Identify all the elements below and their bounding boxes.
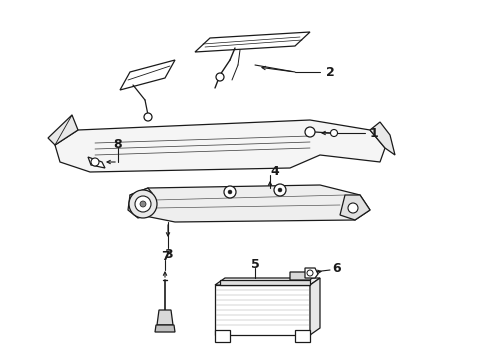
- Polygon shape: [48, 115, 78, 145]
- Circle shape: [144, 113, 152, 121]
- Polygon shape: [120, 60, 175, 90]
- Polygon shape: [55, 120, 385, 172]
- Text: 5: 5: [250, 257, 259, 270]
- Polygon shape: [310, 278, 320, 335]
- Circle shape: [91, 158, 99, 166]
- Text: 8: 8: [114, 138, 122, 150]
- Polygon shape: [128, 188, 155, 218]
- Polygon shape: [340, 195, 370, 220]
- Polygon shape: [295, 330, 310, 342]
- Circle shape: [224, 186, 236, 198]
- Polygon shape: [215, 285, 310, 335]
- Circle shape: [330, 130, 338, 136]
- Polygon shape: [157, 310, 173, 325]
- Circle shape: [278, 188, 282, 192]
- Polygon shape: [195, 32, 310, 52]
- Circle shape: [228, 190, 232, 194]
- Polygon shape: [305, 268, 318, 278]
- Polygon shape: [130, 185, 370, 222]
- Circle shape: [305, 127, 315, 137]
- Polygon shape: [290, 272, 312, 280]
- Text: 2: 2: [326, 66, 334, 78]
- Polygon shape: [370, 122, 395, 155]
- Polygon shape: [215, 278, 320, 285]
- Circle shape: [348, 203, 358, 213]
- Text: 7: 7: [161, 249, 170, 262]
- Text: 4: 4: [270, 165, 279, 177]
- Polygon shape: [215, 330, 230, 342]
- Circle shape: [140, 201, 146, 207]
- Polygon shape: [220, 280, 310, 285]
- Circle shape: [274, 184, 286, 196]
- Text: 3: 3: [164, 248, 172, 261]
- Circle shape: [129, 190, 157, 218]
- Polygon shape: [155, 325, 175, 332]
- Text: 6: 6: [333, 262, 342, 275]
- Circle shape: [216, 73, 224, 81]
- Circle shape: [135, 196, 151, 212]
- Circle shape: [307, 270, 313, 276]
- Text: 1: 1: [369, 126, 378, 140]
- Polygon shape: [88, 157, 105, 168]
